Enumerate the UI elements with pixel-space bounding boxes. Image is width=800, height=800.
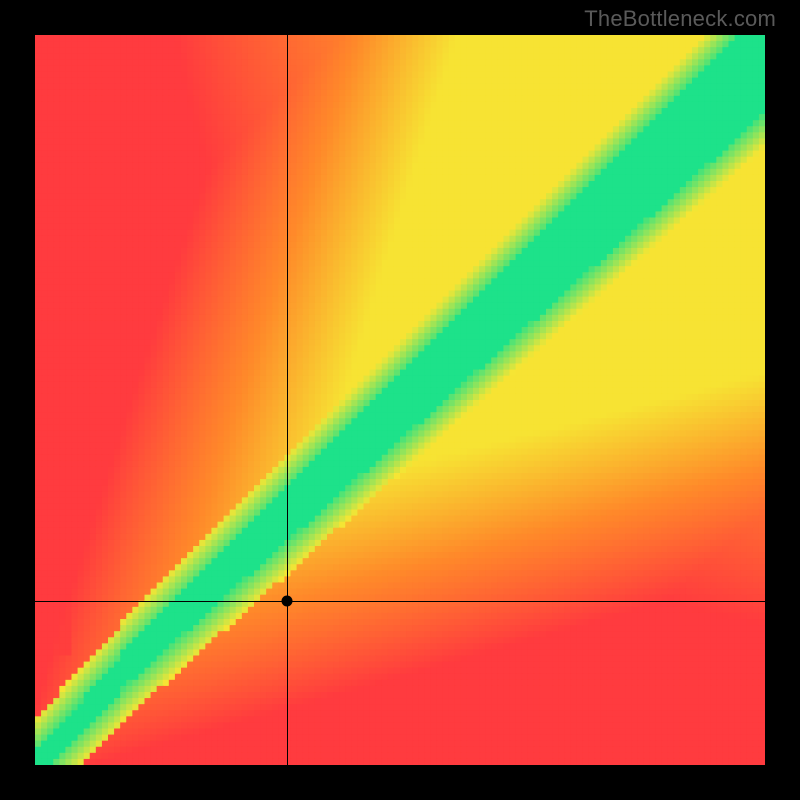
bottleneck-heatmap bbox=[35, 35, 765, 765]
plot-area bbox=[35, 35, 765, 765]
crosshair-horizontal bbox=[35, 601, 765, 602]
crosshair-vertical bbox=[287, 35, 288, 765]
watermark-text: TheBottleneck.com bbox=[584, 6, 776, 32]
crosshair-marker-dot bbox=[281, 595, 292, 606]
